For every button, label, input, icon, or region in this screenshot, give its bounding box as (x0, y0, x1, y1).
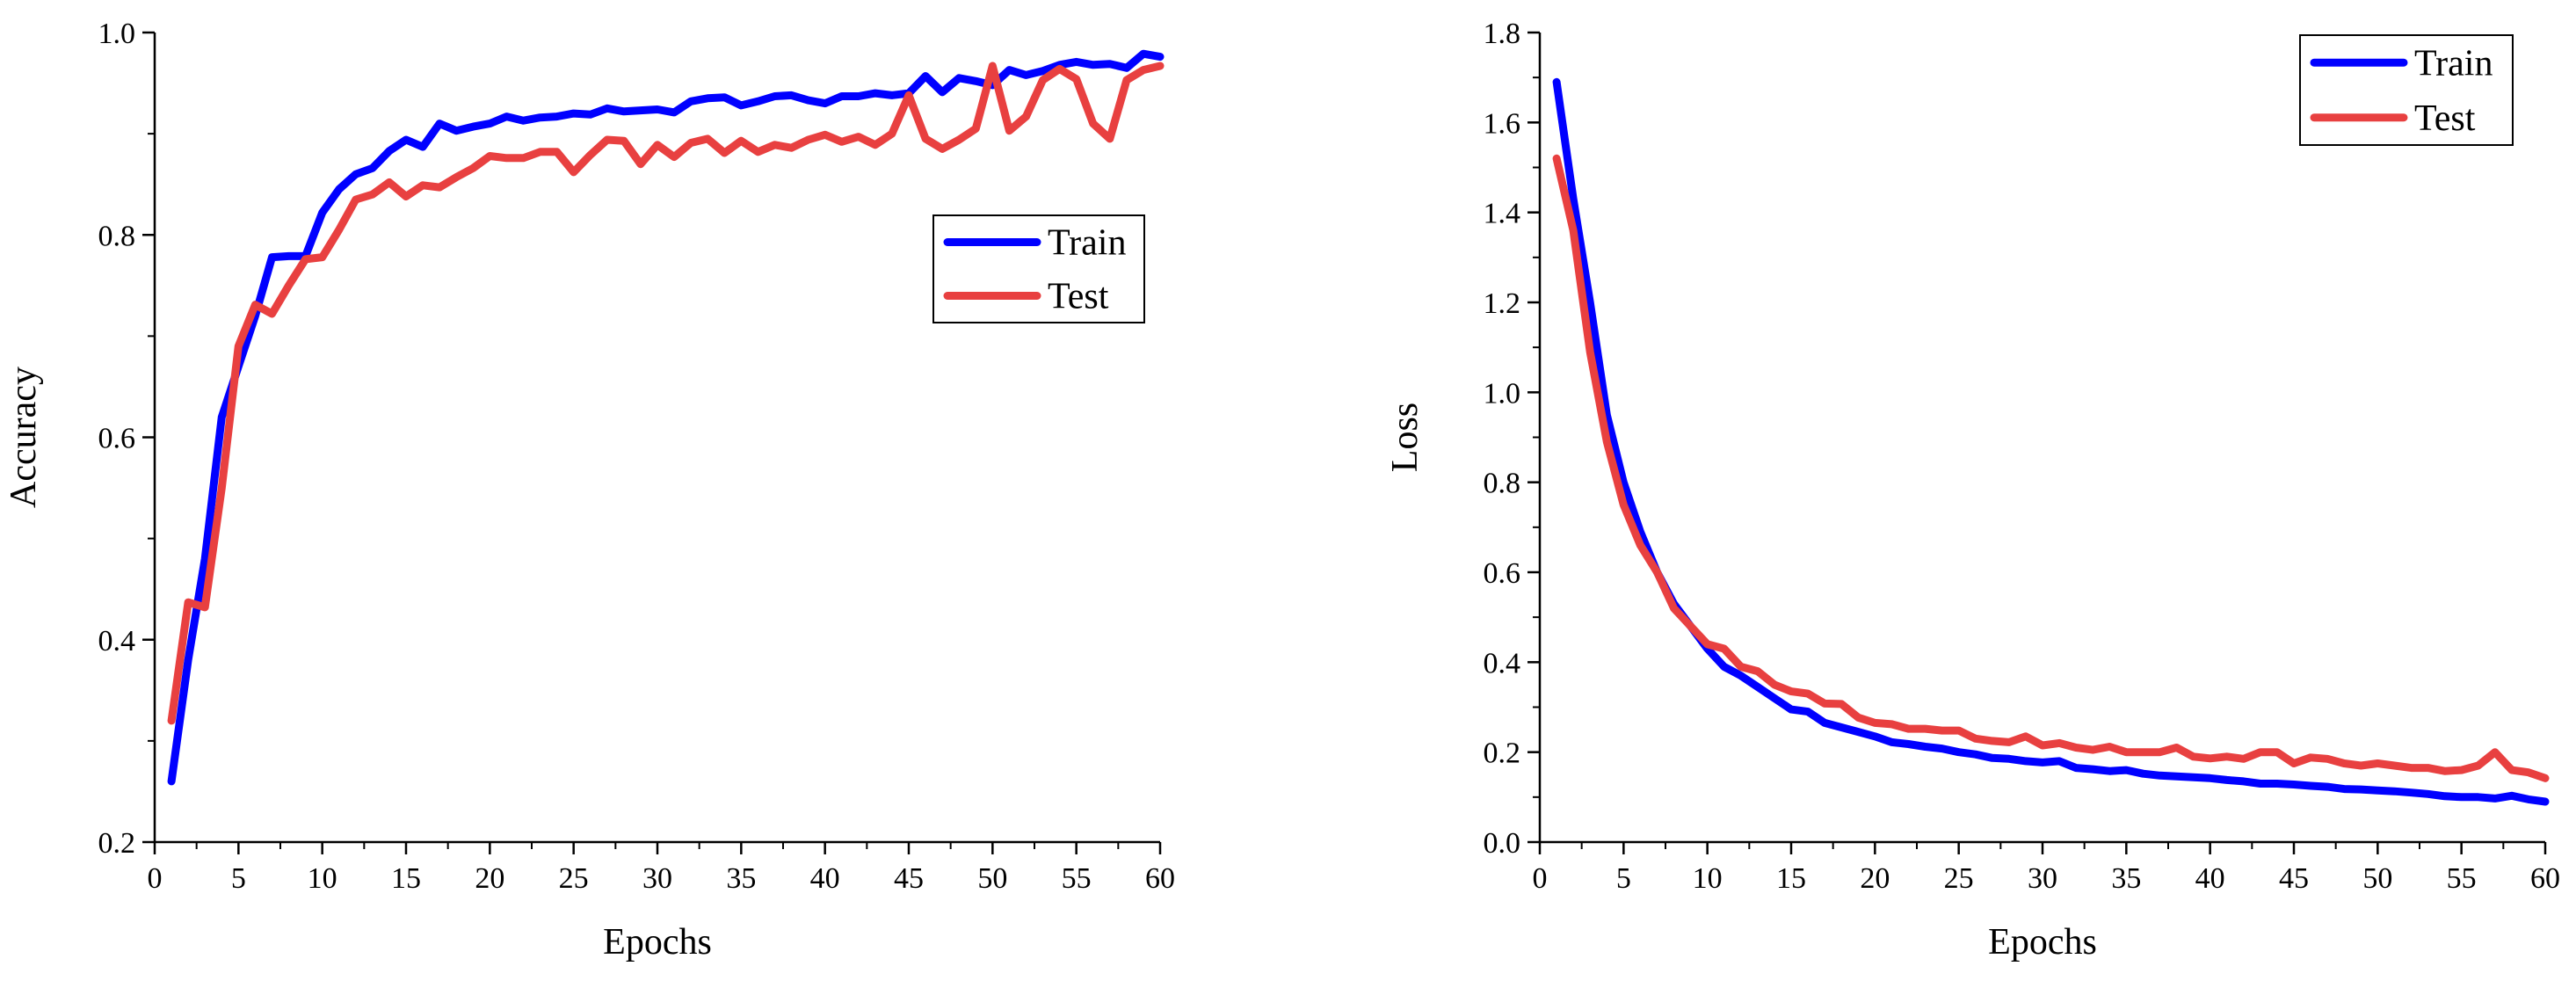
loss-x-tick-label: 15 (1776, 862, 1806, 895)
accuracy-y-tick-label: 0.8 (98, 220, 136, 252)
accuracy-x-tick-label: 40 (810, 862, 840, 895)
loss-x-axis-label: Epochs (1988, 922, 2097, 963)
loss-y-tick-label: 0.6 (1484, 557, 1521, 590)
loss-x-tick-label: 45 (2279, 862, 2309, 895)
loss-x-tick-label: 25 (1944, 862, 1974, 895)
accuracy-y-tick-label: 1.0 (98, 18, 136, 50)
accuracy-x-tick-label: 55 (1062, 862, 1092, 895)
accuracy-y-tick-label: 0.2 (98, 827, 136, 860)
loss-y-tick-label: 0.2 (1484, 737, 1521, 770)
accuracy-x-tick-label: 5 (231, 862, 246, 895)
loss-x-tick-label: 10 (1693, 862, 1723, 895)
loss-x-tick-label: 55 (2447, 862, 2477, 895)
loss-y-tick-label: 1.0 (1484, 377, 1521, 410)
accuracy-legend-label-train: Train (1048, 223, 1126, 264)
loss-legend: Train Test (2299, 34, 2514, 146)
loss-x-tick-label: 30 (2028, 862, 2057, 895)
loss-y-tick-label: 0.4 (1484, 647, 1521, 679)
loss-y-tick-label: 1.2 (1484, 287, 1521, 320)
loss-y-tick-label: 1.4 (1484, 198, 1521, 230)
accuracy-x-axis-label: Epochs (603, 922, 712, 963)
loss-x-tick-label: 35 (2111, 862, 2141, 895)
accuracy-legend-box (932, 214, 1145, 323)
accuracy-x-tick-label: 50 (977, 862, 1007, 895)
loss-series-line-test (1552, 154, 2550, 782)
accuracy-legend-label-test: Test (1048, 277, 1109, 317)
accuracy-series-line-train (167, 49, 1165, 786)
loss-y-tick-label: 0.0 (1484, 827, 1521, 860)
loss-x-tick-label: 20 (1860, 862, 1890, 895)
loss-series-line-train (1552, 77, 2550, 806)
loss-chart: 0 5 10 15 20 25 30 35 40 45 50 55 60 0.0 0.2 0.4 0.6 0.8 1… (1385, 18, 2560, 963)
loss-x-tick-label: 0 (1533, 862, 1548, 895)
loss-legend-label-test: Test (2414, 98, 2476, 139)
loss-x-tick-label: 40 (2195, 862, 2225, 895)
accuracy-x-tick-label: 30 (642, 862, 672, 895)
loss-y-axis-label: Loss (1385, 403, 1426, 472)
accuracy-series-line-test (167, 62, 1165, 725)
accuracy-x-tick-label: 60 (1145, 862, 1175, 895)
accuracy-y-tick-label: 0.6 (98, 423, 136, 455)
accuracy-x-tick-label: 15 (391, 862, 421, 895)
loss-legend-box (2299, 34, 2514, 146)
loss-legend-label-train: Train (2414, 43, 2493, 84)
loss-y-tick-label: 1.8 (1484, 18, 1521, 50)
accuracy-chart: 0 5 10 15 20 25 30 35 40 45 50 55 60 0.2 0.4 0.6 0.8 1.0 E… (4, 18, 1175, 963)
loss-x-tick-label: 5 (1616, 862, 1631, 895)
accuracy-legend: Train Test (932, 214, 1145, 323)
accuracy-x-tick-label: 45 (894, 862, 924, 895)
accuracy-y-tick-label: 0.4 (98, 625, 136, 657)
accuracy-x-tick-label: 25 (559, 862, 589, 895)
accuracy-x-tick-label: 0 (148, 862, 163, 895)
accuracy-x-tick-label: 35 (726, 862, 756, 895)
accuracy-x-tick-label: 20 (475, 862, 504, 895)
loss-x-tick-label: 60 (2530, 862, 2560, 895)
accuracy-x-tick-label: 10 (308, 862, 337, 895)
loss-x-tick-label: 50 (2362, 862, 2392, 895)
loss-y-tick-label: 0.8 (1484, 468, 1521, 500)
accuracy-y-axis-label: Accuracy (4, 367, 44, 508)
loss-y-tick-label: 1.6 (1484, 107, 1521, 140)
